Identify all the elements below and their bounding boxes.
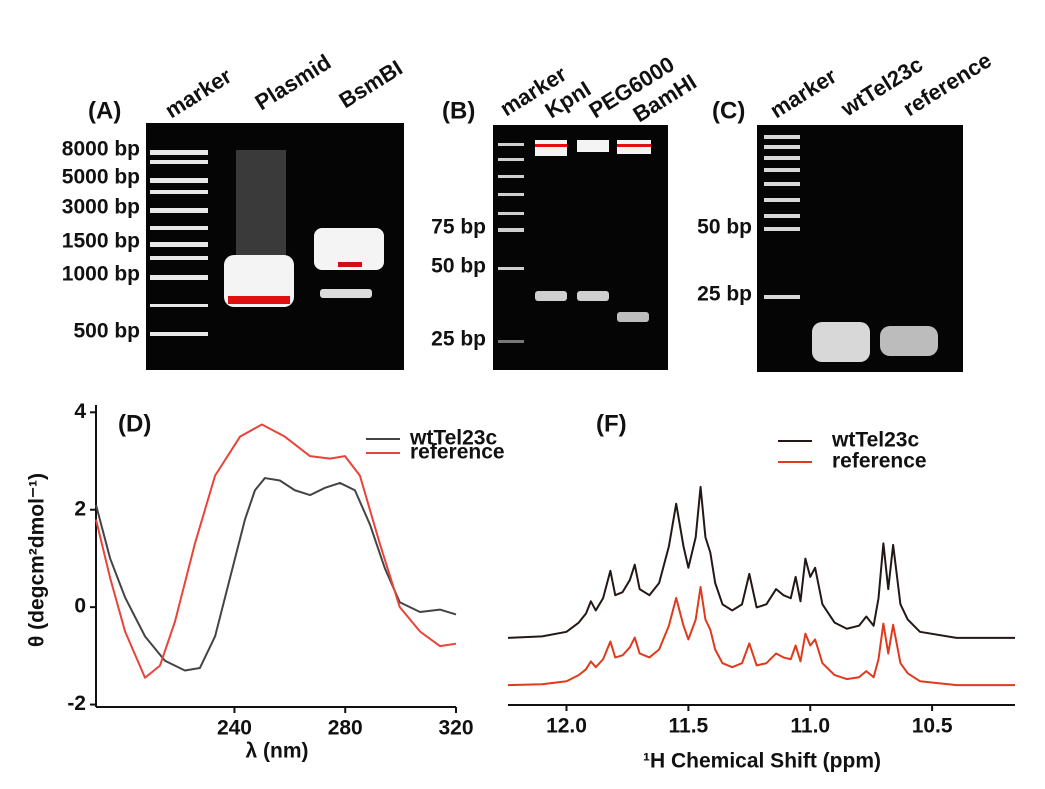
lane-label: Plasmid [250,49,335,115]
ladder [764,135,800,299]
size-label: 25 bp [431,328,486,351]
band [224,255,294,307]
size-label: 5000 bp [62,166,140,189]
x-tick-label: 320 [438,717,473,740]
band [617,312,649,322]
lane-label: BsmBI [334,55,406,113]
y-tick-label: 4 [74,400,86,423]
size-label: 25 bp [697,283,752,306]
gel-c: (C) marker wtTel23c reference 50 bp 25 b… [697,47,996,372]
well [535,140,567,156]
band [880,326,938,356]
y-axis-label: θ (degcm²dmol⁻¹) [26,473,49,647]
data-line [507,585,1015,687]
x-tick-label: 240 [217,717,252,740]
smear [236,150,286,260]
panel-label: (D) [118,410,151,437]
size-label: 50 bp [431,255,486,278]
data-line [95,423,457,679]
panel-label: (C) [712,97,745,124]
size-label: 50 bp [697,216,752,239]
band [320,289,372,298]
size-label: 3000 bp [62,196,140,219]
panel-label: (B) [442,97,475,124]
data-line [507,485,1015,639]
lane-label: marker [160,63,236,123]
gel-image [493,125,668,370]
size-label: 1500 bp [62,230,140,253]
x-tick-label: 280 [328,717,363,740]
band [812,322,870,362]
x-tick-label: 10.5 [912,715,953,738]
well [577,140,609,152]
size-label: 8000 bp [62,138,140,161]
panel-label: (A) [88,97,121,124]
band [535,291,567,301]
band [314,228,384,270]
y-tick-label: -2 [67,692,86,715]
well-saturation [617,144,651,147]
y-tick-label: 0 [74,595,86,618]
band [577,291,609,301]
ladder [150,150,208,336]
ladder [498,143,524,343]
well-saturation [535,144,567,147]
x-tick-label: 12.0 [546,715,587,738]
lane-label: marker [765,63,841,123]
band-saturation [338,262,362,267]
gel-a: (A) marker Plasmid BsmBI 8000 bp 5000 bp… [62,49,407,370]
size-label: 75 bp [431,216,486,239]
legend-label: reference [410,441,505,464]
data-line [95,477,457,672]
x-axis-label: λ (nm) [246,740,309,763]
y-tick-label: 2 [74,497,86,520]
x-axis-label: ¹H Chemical Shift (ppm) [643,750,881,773]
gel-b: (B) marker KpnI PEG6000 BamHI 75 bp 50 b… [431,51,701,370]
x-tick-label: 11.0 [790,715,830,738]
band-saturation [228,296,290,304]
panel-label: (F) [596,410,627,437]
size-label: 1000 bp [62,263,140,286]
legend-label: wtTel23c [409,427,497,450]
x-tick-label: 11.5 [669,715,709,738]
legend-label: wtTel23c [831,429,919,452]
size-label: 500 bp [73,320,140,343]
legend-label: reference [832,450,927,473]
